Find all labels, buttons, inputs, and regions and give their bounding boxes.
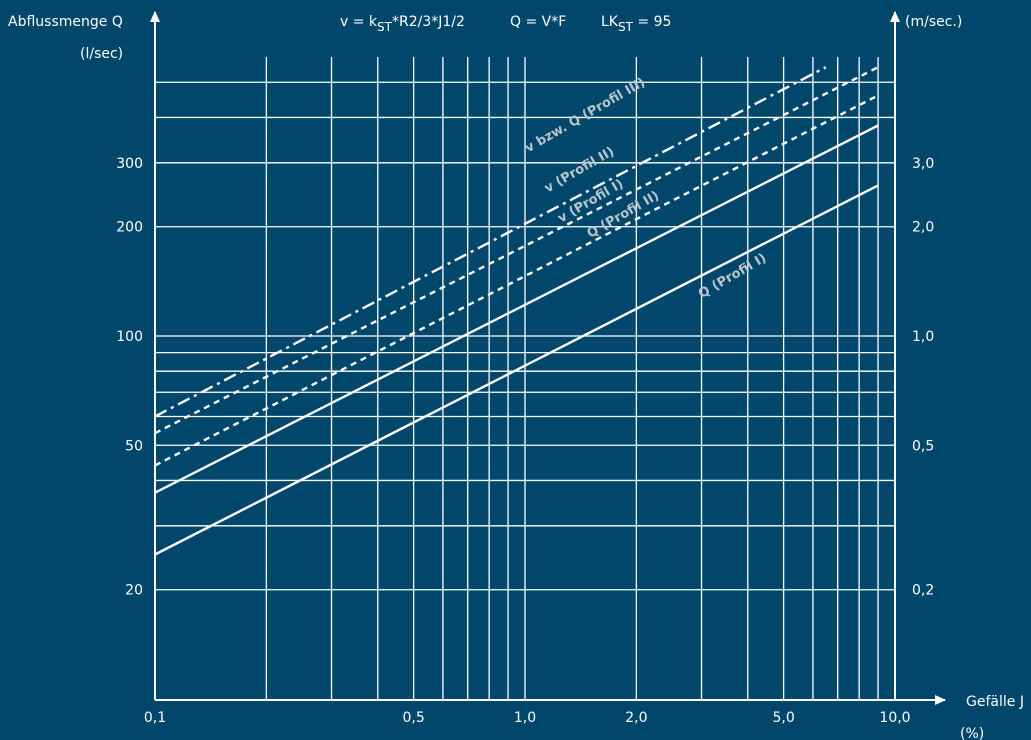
x-axis-unit: (%) xyxy=(960,726,984,740)
formula-flow: Q = V*F xyxy=(510,14,566,30)
y-axis-left-unit: (l/sec) xyxy=(80,46,123,62)
y-tick-label-right: 1,0 xyxy=(912,329,934,345)
y-tick-label-left: 300 xyxy=(116,156,143,172)
y-axis-right-title: (m/sec.) xyxy=(905,14,962,30)
x-tick-label: 1,0 xyxy=(514,710,536,726)
series-line xyxy=(154,184,879,556)
y-tick-label-left: 50 xyxy=(125,438,143,454)
x-axis-title: Gefälle J xyxy=(966,694,1024,710)
series-line xyxy=(154,66,879,435)
y-tick-label-right: 0,2 xyxy=(912,583,934,599)
series: Q (Profil I)Q (Profil II)v (Profil I)v (… xyxy=(154,66,879,556)
x-tick-label: 5,0 xyxy=(772,710,794,726)
x-tick-label: 0,5 xyxy=(402,710,424,726)
y-tick-label-right: 0,5 xyxy=(912,438,934,454)
y-tick-label-left: 200 xyxy=(116,220,143,236)
grid xyxy=(154,57,895,700)
series-label: v bzw. Q (Profil III) xyxy=(523,75,648,156)
y-axis-left-title: Abflussmenge Q xyxy=(8,14,123,30)
x-tick-label: 0,1 xyxy=(144,710,166,726)
y-tick-label-right: 3,0 xyxy=(912,156,934,172)
series-line xyxy=(154,66,827,418)
y-tick-label-right: 2,0 xyxy=(912,220,934,236)
x-tick-label: 10,0 xyxy=(879,710,910,726)
formula-roughness: LKST = 95 xyxy=(601,14,671,34)
series-line xyxy=(154,124,879,494)
formula-velocity: v = kST*R2/3*J1/2 xyxy=(340,14,465,34)
x-tick-label: 2,0 xyxy=(625,710,647,726)
series-line xyxy=(154,94,879,467)
y-tick-label-left: 20 xyxy=(125,583,143,599)
tick-labels: 0,1 0,5 1,0 2,0 5,0 10,0 20 50 100 200 300 0,2 0,5 1,… xyxy=(116,156,934,726)
y-tick-label-left: 100 xyxy=(116,329,143,345)
